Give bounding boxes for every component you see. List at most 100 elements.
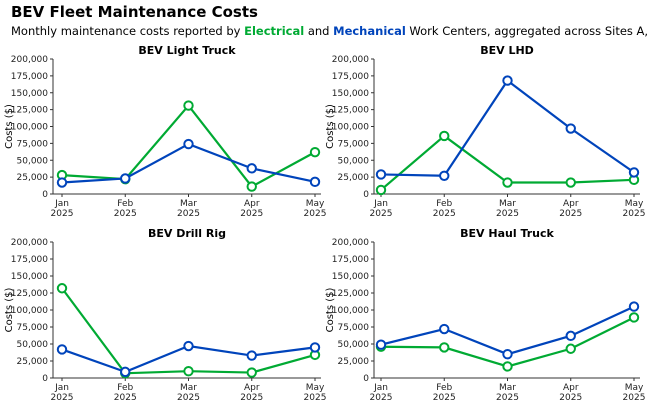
x-tick-label: 2025: [496, 393, 519, 403]
y-tick-label: 50,000: [338, 340, 370, 350]
y-tick-label: 150,000: [11, 272, 48, 282]
x-tick-label: 2025: [496, 209, 519, 219]
data-point-mechanical: [502, 75, 513, 86]
y-tick-label: 150,000: [332, 89, 369, 99]
y-tick-label: 175,000: [332, 72, 369, 82]
x-tick-label: May: [625, 383, 644, 393]
data-point-mechanical: [309, 176, 321, 188]
subtitle: Monthly maintenance costs reported by El…: [11, 24, 650, 38]
page-title: BEV Fleet Maintenance Costs: [11, 3, 258, 21]
x-tick-label: 2025: [433, 209, 456, 219]
x-tick-label: 2025: [304, 393, 327, 403]
y-tick-label: 75,000: [17, 323, 49, 333]
data-point-mechanical: [120, 366, 131, 378]
data-point-electrical: [246, 181, 257, 192]
data-point-mechanical: [375, 339, 387, 350]
x-tick-label: 2025: [304, 209, 327, 219]
data-point-electrical: [56, 283, 68, 294]
data-point-mechanical: [246, 350, 257, 361]
x-tick-label: Jan: [54, 199, 69, 209]
data-point-electrical: [628, 312, 640, 323]
y-tick-label: 125,000: [332, 106, 369, 116]
data-point-electrical: [183, 366, 194, 377]
x-tick-label: Apr: [563, 199, 579, 209]
data-point-mechanical: [628, 167, 640, 178]
data-point-mechanical: [375, 169, 387, 180]
x-tick-label: May: [306, 199, 325, 209]
y-tick-label: 200,000: [332, 238, 369, 248]
x-tick-label: Jan: [54, 383, 69, 393]
chart-title: BEV LHD: [480, 44, 534, 57]
x-tick-label: Apr: [244, 383, 260, 393]
y-tick-label: 175,000: [11, 255, 48, 265]
data-point-mechanical: [565, 330, 576, 342]
data-point-mechanical: [439, 323, 450, 335]
data-point-electrical: [502, 361, 513, 372]
y-axis-label: Costs ($): [4, 288, 15, 333]
y-tick-label: 75,000: [338, 139, 370, 149]
y-tick-label: 50,000: [338, 156, 370, 166]
x-tick-label: Mar: [180, 199, 197, 209]
data-point-mechanical: [183, 340, 194, 352]
x-tick-label: Jan: [373, 199, 388, 209]
data-point-electrical: [375, 184, 387, 196]
y-tick-label: 25,000: [17, 173, 49, 183]
data-point-electrical: [309, 146, 321, 158]
y-axis-label: Costs ($): [325, 104, 336, 149]
y-tick-label: 50,000: [17, 340, 49, 350]
series-line-mechanical: [380, 79, 635, 177]
data-point-mechanical: [120, 173, 131, 184]
x-tick-label: Apr: [563, 383, 579, 393]
y-tick-label: 200,000: [11, 55, 48, 65]
data-point-electrical: [439, 342, 450, 353]
chart-title: BEV Light Truck: [138, 44, 236, 57]
y-tick-label: 25,000: [338, 357, 370, 367]
y-tick-label: 125,000: [11, 289, 48, 299]
x-tick-label: 2025: [433, 393, 456, 403]
y-tick-label: 200,000: [332, 55, 369, 65]
x-tick-label: 2025: [51, 209, 74, 219]
x-tick-label: Feb: [117, 199, 133, 209]
chart-2: BEV Drill Rig 0 25,000 50,000 75,000 100,000 1…: [4, 227, 326, 403]
x-tick-label: Mar: [499, 383, 516, 393]
x-tick-label: Feb: [117, 383, 133, 393]
x-tick-label: Feb: [436, 199, 452, 209]
y-tick-label: 125,000: [11, 106, 48, 116]
data-point-electrical: [183, 100, 194, 111]
data-point-mechanical: [309, 342, 321, 353]
y-tick-label: 100,000: [11, 123, 48, 133]
x-tick-label: 2025: [559, 393, 582, 403]
x-tick-label: 2025: [623, 393, 646, 403]
data-point-mechanical: [246, 163, 257, 174]
y-tick-label: 100,000: [332, 123, 369, 133]
x-tick-label: 2025: [623, 209, 646, 219]
y-tick-label: 75,000: [17, 139, 49, 149]
y-tick-label: 0: [42, 374, 48, 384]
y-tick-label: 50,000: [17, 156, 49, 166]
x-tick-label: Apr: [244, 199, 260, 209]
y-tick-label: 150,000: [332, 272, 369, 282]
y-tick-label: 0: [363, 190, 369, 200]
x-tick-label: Feb: [436, 383, 452, 393]
chart-3: BEV Haul Truck 0 25,000 50,000 75,000 100,000…: [325, 227, 645, 403]
data-point-electrical: [502, 177, 513, 188]
x-tick-label: Mar: [180, 383, 197, 393]
data-point-electrical: [565, 177, 576, 188]
legend-mechanical: Mechanical: [333, 24, 406, 38]
x-tick-label: May: [625, 199, 644, 209]
y-tick-label: 25,000: [17, 357, 49, 367]
data-point-electrical: [246, 367, 257, 378]
x-tick-label: May: [306, 383, 325, 393]
chart-0: BEV Light Truck 0 25,000 50,000 75,000 100,00…: [4, 44, 326, 219]
legend-electrical: Electrical: [244, 24, 305, 38]
data-point-mechanical: [565, 123, 576, 134]
data-point-mechanical: [439, 170, 450, 181]
x-tick-label: 2025: [370, 393, 393, 403]
data-point-mechanical: [56, 344, 68, 355]
data-point-electrical: [565, 343, 576, 354]
x-tick-label: 2025: [177, 209, 200, 219]
y-tick-label: 175,000: [11, 72, 48, 82]
y-tick-label: 100,000: [332, 306, 369, 316]
